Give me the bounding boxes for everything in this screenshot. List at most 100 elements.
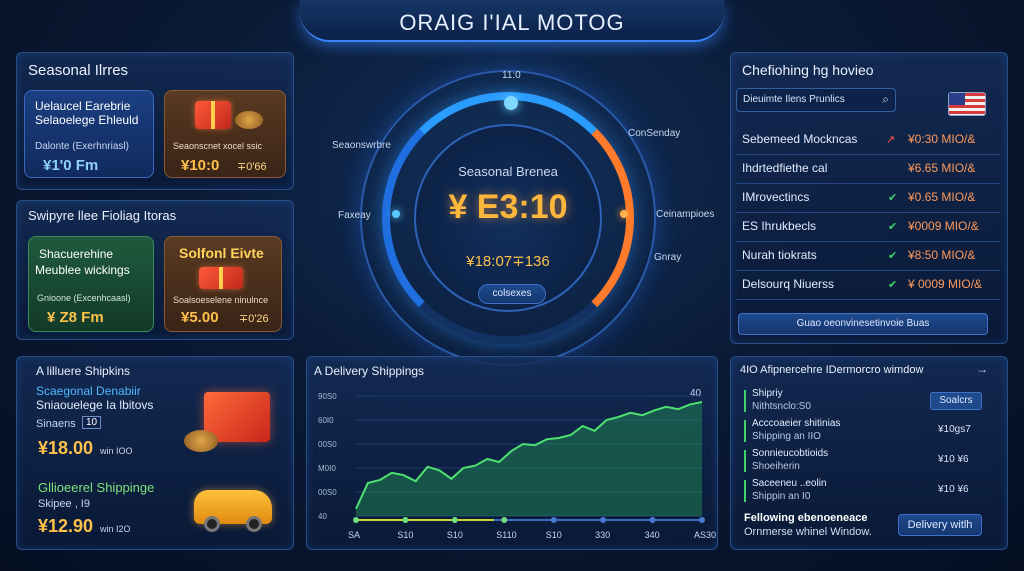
seasonal-card-1-line2: Selaoelege Ehleuld (35, 113, 139, 127)
chart-x-tick: SA (348, 530, 360, 540)
check-icon: ✔ (888, 221, 898, 233)
chart-x-tick: S110 (496, 530, 516, 540)
chart-x-marker (451, 517, 458, 523)
checkout-row[interactable]: ES Ihrukbecls ✔ ¥0009 MIO/& (736, 215, 1000, 242)
chart-y-tick: M0I0 (318, 464, 336, 473)
nuts-icon (184, 430, 218, 452)
chart-x-marker (353, 517, 359, 523)
chart-x-tick: 330 (595, 530, 610, 540)
row-divider (736, 299, 1000, 300)
row-divider (736, 212, 1000, 213)
seasonal-card-1-price: ¥1'0 Fm (43, 157, 99, 174)
shipping-item-2-sub: Skipee , I9 (38, 498, 90, 510)
dial-main-value: ¥ E3:10 (448, 188, 568, 226)
check-icon: ✔ (888, 192, 898, 204)
shipping-item-2-line1: Gllioeerel Shippinge (38, 480, 155, 495)
row-divider (736, 241, 1000, 242)
window-item-sub: Shipping an IIO (752, 431, 821, 442)
window-item-sub: Shoeiherin (752, 461, 800, 472)
window-item-button[interactable]: Soalcrs (930, 392, 982, 410)
box-icon (204, 392, 270, 442)
window-item-title: Sonnieucobtioids (752, 448, 829, 459)
checkout-row-name: ES Ihrukbecls (742, 219, 817, 233)
checkout-panel-title: Chefiohing hg hovieo (742, 62, 874, 78)
flag-icon[interactable] (948, 92, 986, 116)
chart-y-tick: 90S0 (318, 392, 337, 401)
shipping-panel-title: A lilluere Shipkins (36, 364, 131, 378)
search-icon[interactable]: ⌕ (882, 92, 889, 106)
window-footer-button[interactable]: Delivery witlh (898, 514, 982, 536)
shipping-item-1-line2: Sniaouelege Ia lbitovs (36, 398, 154, 412)
car-icon (194, 490, 272, 532)
window-item-bar (744, 390, 746, 412)
shipping-item-2-price: ¥12.90 (38, 516, 94, 536)
chart-x-tick: AS30 (694, 530, 716, 540)
page-title: ORAIG I'IAL MOTOG (399, 10, 625, 35)
checkout-row-name: Delsourq Niuerss (742, 277, 835, 291)
checkout-footer-button[interactable]: Guao oeonvinesetinvoie Buas (738, 313, 988, 335)
chart-y-tick: 00S0 (318, 488, 337, 497)
row-divider (736, 154, 1000, 155)
surprise-card-2-label: Soalsoeselene ninulnce (173, 295, 269, 305)
dial-inner (414, 124, 602, 312)
checkout-row-name: Nurah tiokrats (742, 248, 817, 262)
dial-center-label: Seasonal Brenea (458, 164, 558, 179)
chart-x-marker (649, 517, 656, 523)
shipping-item-1-line1: Scaegonal Denabiir (36, 384, 141, 398)
chart-x-marker (501, 517, 508, 523)
seasonal-card-1-sub: Dalonte (Exerhnriasl) (35, 141, 129, 152)
window-item-title: Shipriy (752, 388, 783, 399)
surprise-card-2-suffix: ∓0'26 (239, 313, 269, 325)
dial-right-marker (620, 210, 628, 218)
window-item[interactable]: Shipriy Nithtsnclo:S0 Soalcrs (744, 388, 994, 416)
shipping-item-1-badge: 10 (82, 416, 102, 429)
checkout-row-name: Sebemeed Mockncas (742, 132, 858, 146)
chart-x-tick: S10 (447, 530, 463, 540)
checkout-row-name: Ihdrtedfiethe cal (742, 161, 828, 175)
search-placeholder: Dieuimte Ilens Prunlics (743, 94, 845, 105)
dial-sub-value: ¥18:07∓136 (466, 253, 550, 270)
trend-arrow-icon: ↗ (886, 134, 896, 146)
window-item-title: Acccoaeier shitinias (752, 418, 841, 429)
window-item-sub: Nithtsnclo:S0 (752, 401, 811, 412)
window-item[interactable]: Acccoaeier shitinias Shipping an IIO ¥10gs… (744, 418, 994, 446)
chart-x-tick: S10 (397, 530, 413, 540)
window-item[interactable]: Saceeneu ..eolin Shippin an I0 ¥10 ¥6 (744, 478, 994, 506)
dial-right-mid-label: Ceinampioes (656, 209, 715, 220)
shipping-item-1-price: ¥18.00 (38, 438, 94, 458)
dial-right-low-label: Gnray (654, 252, 682, 263)
window-item-title: Saceeneu ..eolin (752, 478, 827, 489)
checkout-row[interactable]: Ihdrtedfiethe cal ¥6.65 MIO/& (736, 157, 1000, 184)
surprise-card-1[interactable]: Shacuerehine Meublee wickings Gnioone (E… (28, 236, 154, 332)
checkout-row[interactable]: IMrovectincs ✔ ¥0.65 MIO/& (736, 186, 1000, 213)
seasonal-card-1[interactable]: Uelaucel Earebrie Selaoelege Ehleuld Dal… (24, 90, 154, 178)
window-item-value: ¥10 ¥6 (938, 454, 969, 465)
dial-left-marker (392, 210, 400, 218)
window-item[interactable]: Sonnieucobtioids Shoeiherin ¥10 ¥6 (744, 448, 994, 476)
dial-button[interactable]: colsexes (478, 284, 546, 304)
checkout-row[interactable]: Delsourq Niuerss ✔ ¥ 0009 MIO/& (736, 273, 1000, 300)
window-item-value: ¥10 ¥6 (938, 484, 969, 495)
shipping-item-2-note: win I2O (100, 524, 131, 534)
row-divider (736, 270, 1000, 271)
shipping-item-1-sub: Sinaens (36, 418, 76, 430)
window-arrow-icon[interactable]: → (976, 362, 988, 376)
dial-top-marker (504, 96, 518, 110)
chart-x-marker (550, 517, 557, 523)
checkout-row-price: ¥ 0009 MIO/& (908, 277, 983, 291)
surprise-card-2[interactable]: Solfonl Eivte Soalsoeselene ninulnce ¥5.… (164, 236, 282, 332)
delivery-chart-right-label: 40 (690, 388, 702, 399)
window-item-bar (744, 420, 746, 442)
checkout-row[interactable]: Nurah tiokrats ✔ ¥8:50 MIO/& (736, 244, 1000, 271)
seasonal-card-2[interactable]: Seaonscnet xocel ssic ¥10:0 ∓0'66 (164, 90, 286, 178)
check-icon: ✔ (888, 279, 898, 291)
dial-top-label: 11:0 (502, 70, 521, 81)
chart-series-line (355, 401, 703, 510)
dial-left-mid-label: Faxeay (338, 210, 371, 221)
chart-y-tick: 40 (318, 512, 327, 521)
chart-y-tick: 00S0 (318, 440, 337, 449)
checkout-row[interactable]: Sebemeed Mockncas ↗ ¥0:30 MIO/& (736, 128, 1000, 155)
dial-right-top-label: ConSenday (628, 128, 681, 139)
window-footer-line1: Fellowing ebenoeneace (744, 512, 868, 524)
search-input[interactable]: Dieuimte Ilens Prunlics ⌕ (736, 88, 896, 112)
